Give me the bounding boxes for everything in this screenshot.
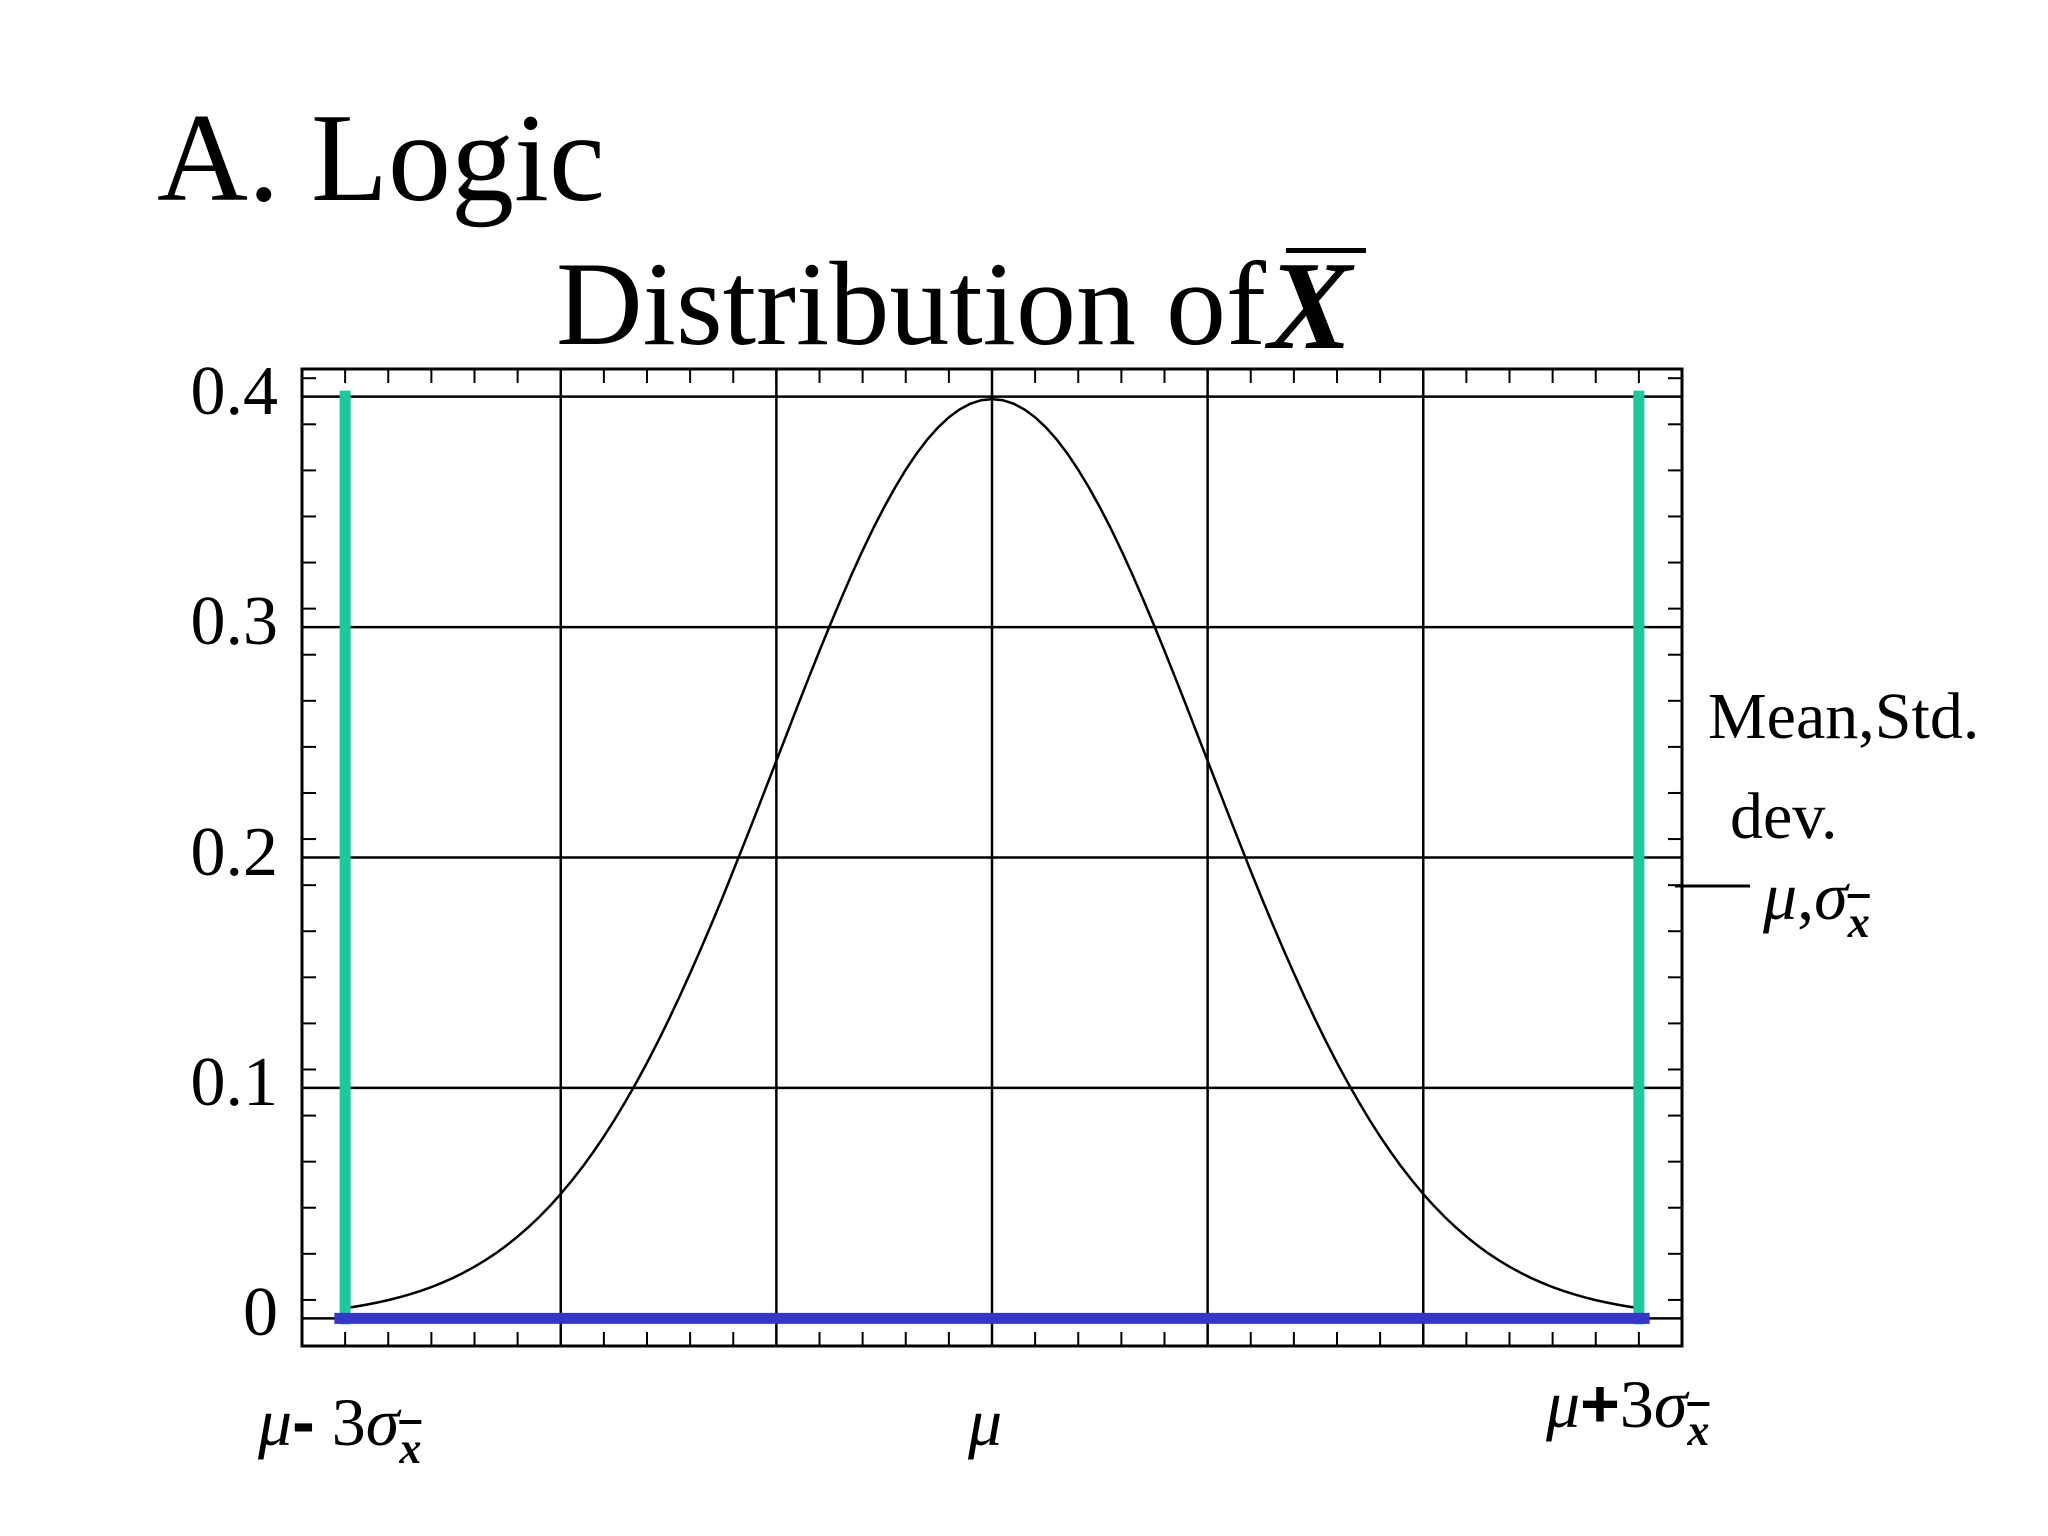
legend-heading-line2: dev. (1730, 780, 1838, 853)
x-tick-label-mu: μ (968, 1384, 1003, 1460)
y-tick-label: 0 (243, 1274, 278, 1352)
y-tick-label: 0.2 (190, 813, 279, 891)
minor-ticks (301, 369, 1682, 1347)
x-tick-label-plus-3sigma: μ+3σx (1546, 1366, 1710, 1455)
grid (302, 369, 1682, 1346)
slide-title: A. Logic (157, 89, 605, 228)
plot-frame (300, 367, 1684, 1348)
normal-curve (344, 397, 1640, 1310)
chart-title-text: Distribution of (556, 237, 1266, 370)
chart-title: Distribution of (556, 244, 1266, 364)
y-tick-label: 0.1 (190, 1043, 279, 1121)
y-tick-label: 0.4 (190, 352, 279, 430)
y-tick-label: 0.3 (190, 583, 279, 661)
legend-entry: μ,σx (1763, 858, 1870, 947)
chart-title-symbol: X (1268, 237, 1367, 376)
legend-heading-line1: Mean,Std. (1708, 680, 1980, 753)
x-tick-label-minus-3sigma: μ- 3σx (258, 1384, 422, 1473)
